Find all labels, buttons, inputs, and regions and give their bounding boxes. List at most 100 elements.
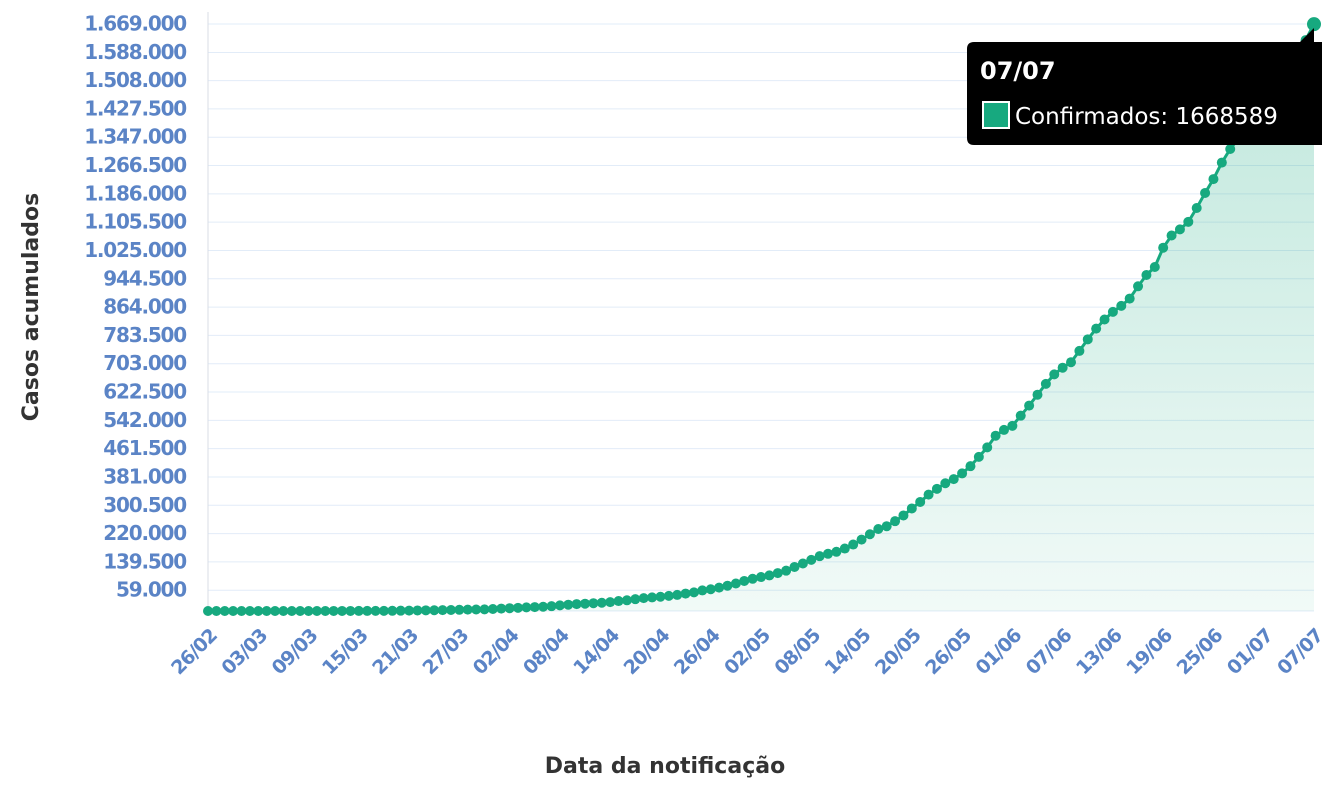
x-tick-label: 07/06 [1022, 624, 1077, 679]
point [630, 594, 641, 605]
point [823, 548, 834, 559]
y-tick-label: 622.500 [103, 380, 186, 404]
point [705, 584, 716, 595]
point [1049, 369, 1060, 380]
x-tick-label: 20/04 [620, 624, 675, 679]
point [504, 603, 515, 614]
point [580, 598, 591, 609]
point [864, 529, 875, 540]
point [940, 478, 951, 489]
point [1174, 224, 1185, 235]
point [337, 605, 348, 616]
point [412, 605, 423, 616]
point [605, 597, 616, 608]
point [378, 605, 389, 616]
point [906, 503, 917, 514]
x-tick-label: 20/05 [871, 625, 925, 679]
x-tick-label: 14/04 [569, 624, 624, 679]
x-tick-label: 26/04 [670, 624, 725, 679]
x-tick-label: 21/03 [368, 625, 422, 679]
point [1082, 334, 1093, 345]
point [814, 551, 825, 562]
point [898, 510, 909, 521]
y-tick-label: 1.427.500 [84, 96, 186, 120]
point [730, 578, 741, 589]
point [563, 599, 574, 610]
point [856, 534, 867, 545]
point [362, 605, 373, 616]
y-tick-label: 542.000 [103, 408, 186, 432]
area [208, 24, 1314, 611]
point [973, 451, 984, 462]
point [990, 430, 1001, 441]
point [228, 605, 239, 616]
point [295, 605, 306, 616]
point [1107, 306, 1118, 317]
point [890, 516, 901, 527]
point [479, 604, 490, 615]
x-tick-label: 08/04 [519, 624, 574, 679]
point [1124, 293, 1135, 304]
tooltip-label: Confirmados: 1668589 [1015, 104, 1278, 130]
point [1015, 410, 1026, 421]
point [345, 605, 356, 616]
point [404, 605, 415, 616]
point [311, 605, 322, 616]
point [1141, 269, 1152, 280]
point [923, 489, 934, 500]
y-tick-label: 220.000 [103, 521, 186, 545]
y-tick-label: 1.347.000 [84, 125, 186, 149]
x-tick-label: 25/06 [1173, 624, 1228, 679]
y-axis-title: Casos acumulados [19, 193, 44, 421]
point [596, 597, 607, 608]
point [286, 605, 297, 616]
point [571, 599, 582, 610]
tooltip-box [967, 28, 1322, 145]
point [261, 605, 272, 616]
point [873, 524, 884, 535]
point [1032, 389, 1043, 400]
point [387, 605, 398, 616]
point [1040, 378, 1051, 389]
y-tick-label: 1.186.000 [84, 181, 186, 205]
x-tick-label: 09/03 [268, 625, 322, 679]
point [647, 592, 658, 603]
point [471, 604, 482, 615]
point [588, 598, 599, 609]
y-tick-label: 944.500 [103, 266, 186, 290]
point [722, 580, 733, 591]
point [831, 546, 842, 557]
point [303, 605, 314, 616]
point [772, 568, 783, 579]
x-tick-label: 02/05 [720, 625, 774, 679]
point [203, 605, 213, 616]
tooltip-title: 07/07 [980, 57, 1056, 85]
point [714, 582, 725, 593]
point [420, 605, 431, 616]
point [211, 605, 222, 616]
y-tick-label: 703.000 [103, 351, 186, 375]
y-tick-label: 1.508.000 [84, 68, 186, 92]
x-tick-label: 01/06 [971, 624, 1026, 679]
point [437, 605, 448, 616]
y-tick-label: 1.266.500 [84, 153, 186, 177]
plot [203, 17, 1321, 616]
point [529, 602, 540, 613]
y-tick-label: 1.669.000 [84, 12, 186, 36]
y-tick-label: 1.025.000 [84, 238, 186, 262]
point [445, 604, 456, 615]
point [1091, 323, 1102, 334]
x-tick-label: 26/05 [921, 625, 975, 679]
x-tick-label: 27/03 [418, 625, 472, 679]
point [613, 596, 624, 607]
point [680, 588, 691, 599]
point [1183, 216, 1194, 227]
x-tick-label: 02/04 [469, 624, 524, 679]
point [764, 570, 775, 581]
point [538, 601, 549, 612]
point [931, 483, 942, 494]
point [513, 602, 524, 613]
point [270, 605, 281, 616]
point [697, 585, 708, 596]
